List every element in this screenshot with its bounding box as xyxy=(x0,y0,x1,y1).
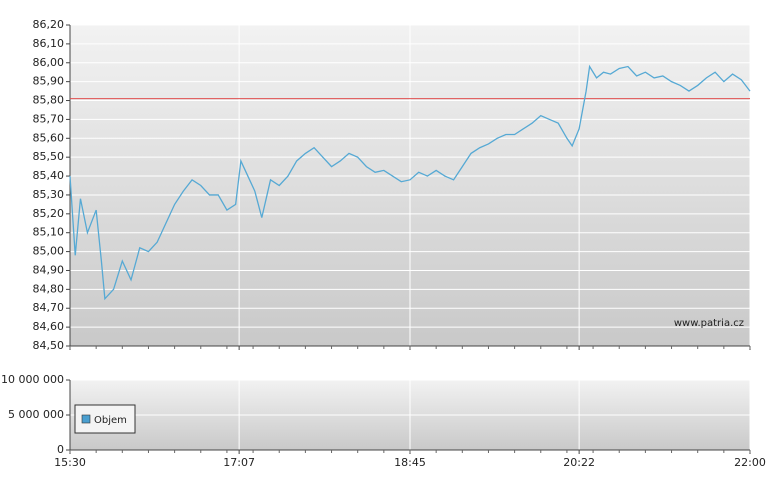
x-tick-label: 17:07 xyxy=(223,456,255,469)
y-tick-label: 85,70 xyxy=(33,112,65,125)
y-tick-label: 85,20 xyxy=(33,207,65,220)
y-tick-label: 10 000 000 xyxy=(1,373,64,386)
y-tick-label: 84,70 xyxy=(33,301,65,314)
y-tick-label: 85,60 xyxy=(33,131,65,144)
y-tick-label: 85,80 xyxy=(33,94,65,107)
y-tick-label: 85,50 xyxy=(33,150,65,163)
legend-swatch xyxy=(81,414,91,424)
y-tick-label: 84,60 xyxy=(33,320,65,333)
y-tick-label: 85,90 xyxy=(33,75,65,88)
y-tick-label: 86,10 xyxy=(33,37,65,50)
y-tick-label: 5 000 000 xyxy=(8,408,64,421)
y-tick-label: 85,30 xyxy=(33,188,65,201)
y-tick-label: 84,90 xyxy=(33,263,65,276)
x-tick-label: 20:22 xyxy=(563,456,595,469)
y-tick-label: 85,40 xyxy=(33,169,65,182)
y-tick-label: 84,50 xyxy=(33,339,65,352)
y-tick-label: 85,00 xyxy=(33,245,65,258)
y-tick-label: 85,10 xyxy=(33,226,65,239)
y-tick-label: 0 xyxy=(57,443,64,456)
watermark: www.patria.cz xyxy=(674,318,744,329)
x-tick-label: 18:45 xyxy=(394,456,426,469)
price-line xyxy=(69,64,751,301)
x-tick-label: 15:30 xyxy=(54,456,86,469)
x-tick-label: 22:00 xyxy=(734,456,766,469)
y-tick-label: 86,20 xyxy=(33,18,65,31)
y-tick-label: 86,00 xyxy=(33,56,65,69)
y-tick-label: 84,80 xyxy=(33,282,65,295)
legend-label: Objem xyxy=(94,415,127,426)
